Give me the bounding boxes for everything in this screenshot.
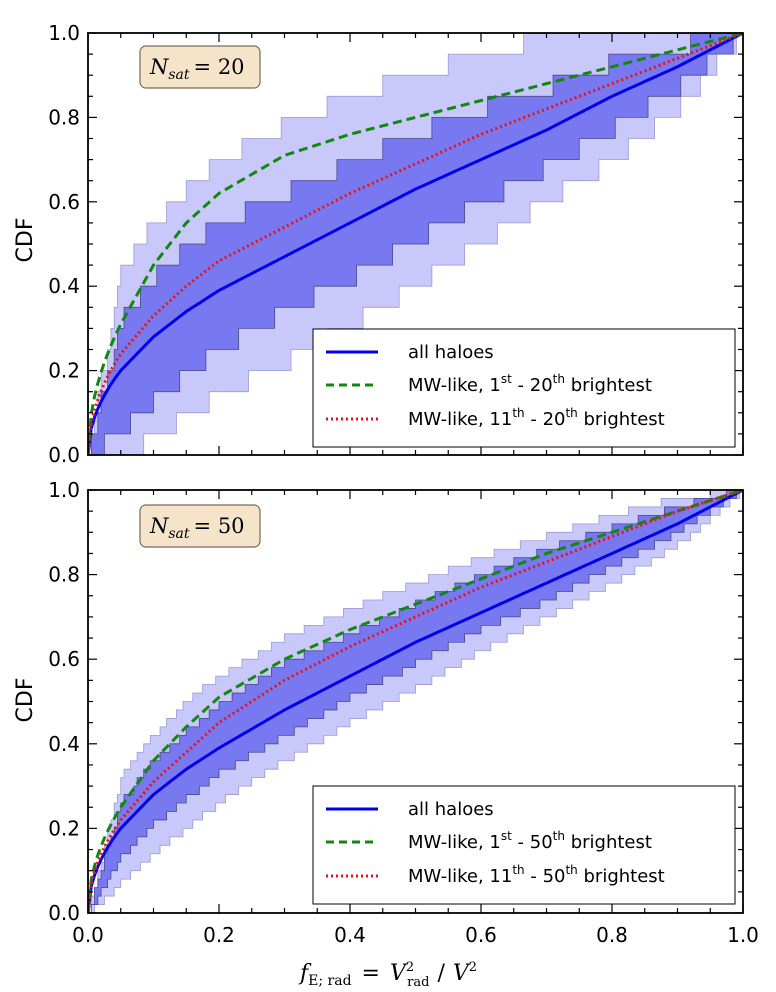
plot-area — [88, 33, 743, 455]
y-tick-label: 0.2 — [48, 359, 80, 383]
y-tick-label: 0.6 — [48, 647, 80, 671]
x-tick-label: 0.8 — [596, 923, 628, 947]
legend-top: all haloes MW-like, 1st - 20th brightest… — [312, 328, 736, 448]
x-tick-label: 0.0 — [72, 923, 104, 947]
panel-top: 0.0 0.2 0.4 0.6 0.8 1.0 — [48, 21, 744, 467]
svg-text:Nsat= 20: Nsat = 20 — [149, 55, 245, 83]
annotation-value: = 50 — [194, 514, 245, 538]
series-line-1 — [88, 490, 743, 913]
y-axis-label-top: CDF — [13, 218, 38, 263]
legend-label-0: all haloes — [408, 799, 494, 820]
band-inner — [88, 490, 743, 913]
legend-label-1: MW-like, 1st - 50th brightest — [408, 829, 652, 853]
band-outer — [88, 490, 743, 913]
y-tick-label: 0.2 — [48, 816, 80, 840]
annotation-subscript: sat — [168, 526, 190, 542]
x-axis-label: fE; rad = V2 rad / V2 — [298, 960, 477, 990]
series-line-1 — [88, 33, 743, 455]
annotation-value: = 20 — [194, 55, 245, 79]
annotation-subscript: sat — [168, 67, 190, 83]
plot-area — [88, 490, 743, 913]
annotation-top: Nsat = 20 — [139, 45, 261, 89]
annotation-bottom: Nsat = 50 — [139, 504, 261, 548]
y-tick-label: 0.6 — [48, 190, 80, 214]
legend-label-2: MW-like, 11th - 50th brightest — [408, 863, 665, 887]
x-tick-label: 1.0 — [727, 923, 759, 947]
x-tick-label: 0.4 — [334, 923, 366, 947]
series-line-0 — [88, 490, 743, 913]
panel-bottom: 0.0 0.2 0.4 0.6 0.8 1.0 0.0 0.2 0.4 0.6 0.8 1.0 — [48, 478, 759, 947]
y-tick-label: 1.0 — [48, 478, 80, 502]
x-tick-label: 0.6 — [465, 923, 497, 947]
annotation-symbol: N — [149, 55, 169, 79]
x-tick-label: 0.2 — [203, 923, 235, 947]
band-inner — [88, 33, 743, 455]
svg-text:Nsat= 50: Nsat = 50 — [149, 514, 245, 542]
legend-bottom: all haloes MW-like, 1st - 50th brightest… — [312, 785, 736, 905]
series-line-0 — [88, 33, 743, 455]
y-tick-label: 0.4 — [48, 274, 80, 298]
y-tick-label: 0.8 — [48, 563, 80, 587]
y-tick-label: 0.8 — [48, 105, 80, 129]
y-tick-label: 0.4 — [48, 732, 80, 756]
y-tick-label: 0.0 — [48, 443, 80, 467]
series-line-2 — [88, 33, 743, 455]
y-axis-label-bottom: CDF — [13, 678, 38, 723]
y-tick-label: 0.0 — [48, 901, 80, 925]
y-tick-label: 1.0 — [48, 21, 80, 45]
legend-label-0: all haloes — [408, 342, 494, 363]
legend-label-1: MW-like, 1st - 20th brightest — [408, 372, 652, 396]
legend-label-2: MW-like, 11th - 20th brightest — [408, 406, 665, 430]
annotation-symbol: N — [149, 514, 169, 538]
